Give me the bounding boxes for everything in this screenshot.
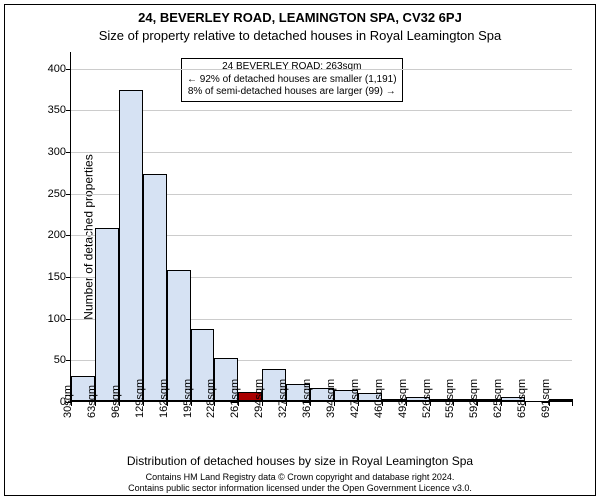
y-tick-mark: [66, 69, 71, 70]
chart-container: 24, BEVERLEY ROAD, LEAMINGTON SPA, CV32 …: [0, 0, 600, 500]
gridline: [71, 110, 572, 111]
main-title: 24, BEVERLEY ROAD, LEAMINGTON SPA, CV32 …: [0, 10, 600, 25]
x-tick-mark: [572, 401, 573, 406]
gridline: [71, 69, 572, 70]
plot-area: 24 BEVERLEY ROAD: 263sqm ← 92% of detach…: [70, 52, 572, 402]
y-tick-label: 250: [36, 188, 66, 200]
gridline: [71, 152, 572, 153]
sub-title: Size of property relative to detached ho…: [0, 28, 600, 43]
bar: [119, 90, 143, 401]
y-tick-mark: [66, 152, 71, 153]
y-tick-mark: [66, 360, 71, 361]
annotation-line-2: ← 92% of detached houses are smaller (1,…: [187, 74, 397, 87]
annotation-line-3: 8% of semi-detached houses are larger (9…: [187, 86, 397, 99]
footer: Contains HM Land Registry data © Crown c…: [0, 472, 600, 494]
y-tick-mark: [66, 235, 71, 236]
bar: [143, 174, 167, 402]
x-axis-label: Distribution of detached houses by size …: [0, 454, 600, 468]
y-tick-mark: [66, 277, 71, 278]
y-tick-label: 400: [36, 63, 66, 75]
y-tick-label: 150: [36, 271, 66, 283]
y-tick-label: 50: [36, 354, 66, 366]
y-tick-mark: [66, 319, 71, 320]
footer-line-1: Contains HM Land Registry data © Crown c…: [0, 472, 600, 483]
y-tick-label: 350: [36, 104, 66, 116]
annotation-line-1: 24 BEVERLEY ROAD: 263sqm: [187, 61, 397, 74]
y-tick-label: 300: [36, 146, 66, 158]
y-tick-label: 100: [36, 313, 66, 325]
footer-line-2: Contains public sector information licen…: [0, 483, 600, 494]
y-tick-label: 200: [36, 229, 66, 241]
annotation-box: 24 BEVERLEY ROAD: 263sqm ← 92% of detach…: [181, 58, 403, 102]
y-tick-mark: [66, 110, 71, 111]
bar: [549, 399, 573, 401]
y-tick-mark: [66, 194, 71, 195]
bar: [95, 228, 119, 401]
